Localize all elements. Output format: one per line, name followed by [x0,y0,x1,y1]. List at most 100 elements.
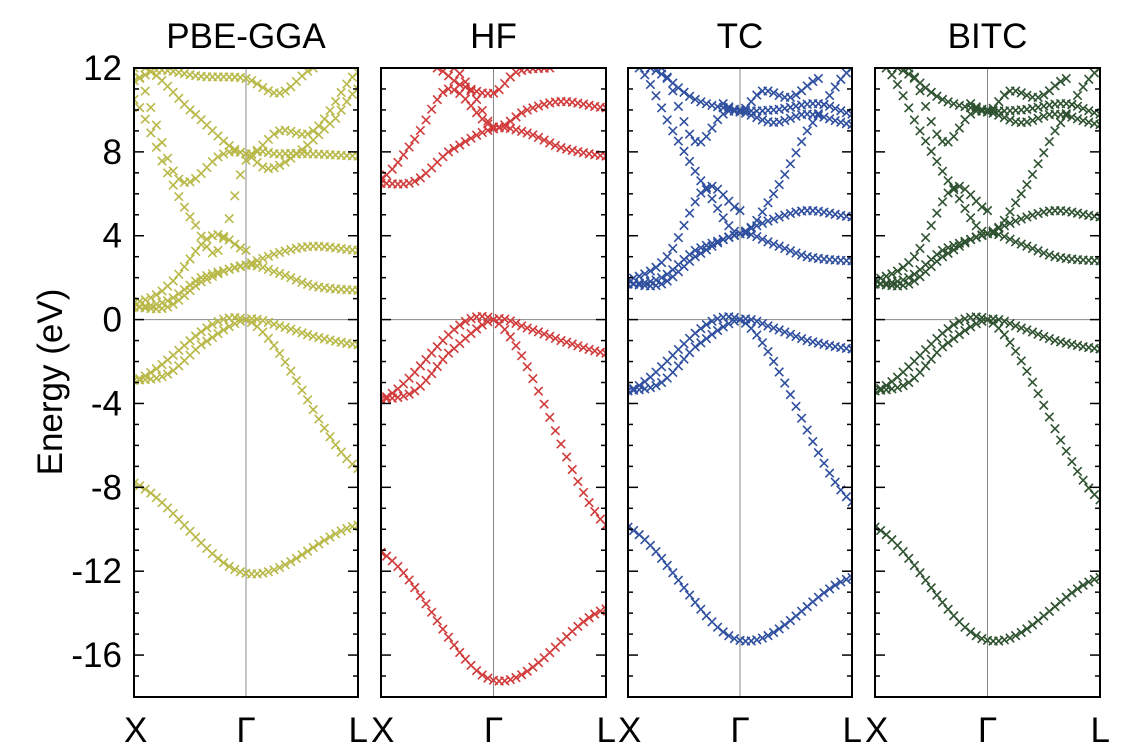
band-point [1083,106,1094,116]
band-point [785,159,796,169]
band-point [398,391,409,401]
band-point [421,599,431,609]
band-point [207,230,218,241]
band-point [330,440,341,450]
band-point [1033,159,1043,169]
band-8 [134,68,358,188]
band-point [146,292,156,303]
band-point [774,117,784,127]
y-tick-label: 12 [83,49,122,88]
band-point [774,367,784,377]
band-point [937,94,948,105]
band-point [932,590,942,600]
band-7 [449,68,499,134]
band-point [235,316,246,326]
band-point [802,335,812,346]
band-point [785,329,796,340]
y-tick-label: -12 [71,552,122,591]
band-point [134,481,145,491]
band-point [274,88,285,98]
band-point [1005,337,1015,348]
band-point [768,356,779,367]
band-point [1061,446,1072,456]
band-point [948,131,959,142]
band-point [819,588,829,598]
band-8 [656,68,852,147]
band-point [280,86,290,96]
band-point [684,208,695,218]
band-point [1055,337,1066,347]
band-point [982,205,993,216]
band-point [785,113,796,124]
band-point [763,86,773,96]
band-point [140,68,150,73]
band-point [796,333,807,344]
band-point [454,647,465,658]
band-point [937,597,948,608]
band-point [246,317,257,328]
band-point [1044,412,1055,422]
band-point [679,582,689,593]
band-point [887,269,897,279]
band-point [134,73,145,84]
band-point [1055,117,1066,128]
band-point [263,333,274,344]
band-point [157,156,167,166]
band-point [297,550,307,560]
band-point [774,325,784,335]
band-point [1095,256,1100,266]
band-point [1095,572,1100,583]
band-point [729,226,740,237]
band-point [673,361,684,371]
band-point [140,484,150,494]
band-6 [134,229,251,308]
band-point [1067,456,1077,467]
band-point [291,275,302,285]
band-point [207,269,218,279]
band-1 [628,522,852,646]
band-point [353,151,358,161]
band-6 [628,181,745,285]
band-point [932,91,942,102]
band-point [1038,248,1049,258]
band-point [898,275,908,285]
band-point [544,331,555,341]
band-point [768,189,779,199]
band-point [336,87,346,98]
band-point [915,85,925,96]
band-point [567,145,578,156]
band-point [241,260,251,270]
band-point [224,264,234,275]
band-point [387,164,398,174]
band-point [297,277,307,288]
band-point [522,361,533,372]
band-point [796,413,807,423]
band-point [1005,207,1015,217]
band-point [1038,111,1049,121]
band-point [477,320,488,330]
band-point [151,289,162,300]
band-point [134,94,139,105]
band-point [926,582,937,593]
band-point [511,318,521,329]
band-point [494,122,504,132]
band-point [1022,90,1032,101]
band-point [847,572,852,583]
band-point [824,584,835,594]
band-point [898,68,908,76]
band-point [230,318,240,329]
band-point [757,115,768,125]
band-point [718,627,728,637]
band-point [202,323,212,333]
band-point [965,213,976,223]
band-point [224,561,234,572]
band-point [443,147,454,157]
band-point [999,316,1010,327]
band-point [813,110,824,121]
band-point [269,249,279,260]
band-point [977,226,987,237]
band-point [802,425,812,435]
bands [134,68,358,579]
band-point [353,84,358,94]
band-point [179,262,190,272]
